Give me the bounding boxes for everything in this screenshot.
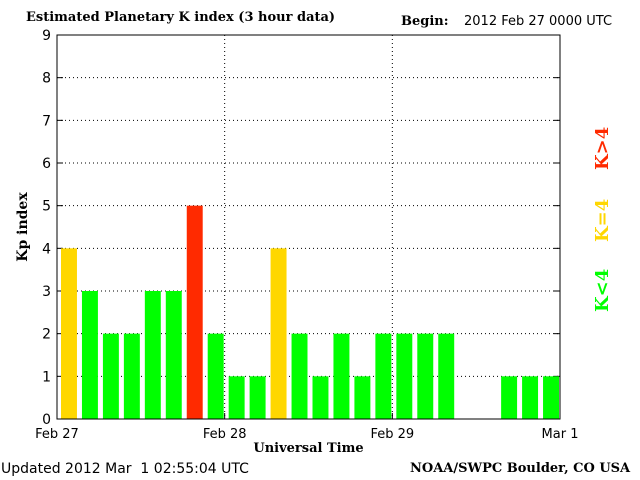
y-tick-label: 6: [42, 156, 51, 172]
updated-text: Updated 2012 Mar 1 02:55:04 UTC: [1, 461, 249, 477]
kp-bar: [228, 376, 245, 419]
y-tick-label: 1: [42, 369, 51, 385]
legend-below: K<4: [592, 268, 613, 312]
plot-frame: [56, 34, 561, 420]
kp-bar: [61, 248, 77, 419]
y-tick-label: 0: [42, 412, 51, 428]
kp-bar: [501, 376, 518, 419]
y-tick-label: 5: [42, 199, 51, 215]
kp-bar: [312, 376, 329, 419]
y-tick-label: 3: [42, 284, 51, 300]
y-tick-label: 7: [42, 113, 51, 129]
y-tick-label: 9: [42, 28, 51, 44]
kp-bar: [333, 333, 350, 419]
kp-bar: [270, 248, 287, 419]
kp-bar: [207, 333, 224, 419]
kp-bar: [249, 376, 266, 419]
begin-value: 2012 Feb 27 0000 UTC: [464, 14, 613, 29]
x-tick-label: Feb 27: [35, 427, 79, 442]
kp-bar: [438, 333, 455, 419]
x-tick-label: Mar 1: [542, 427, 579, 442]
kp-bar: [81, 291, 98, 419]
kp-bar: [165, 291, 182, 419]
kp-bar: [522, 376, 539, 419]
x-tick-label: Feb 29: [370, 427, 414, 442]
kp-bar: [354, 376, 371, 419]
x-axis-title: Universal Time: [253, 441, 363, 456]
y-axis-title: Kp index: [15, 192, 31, 262]
x-tick-label: Feb 28: [203, 427, 247, 442]
y-tick-label: 8: [42, 71, 51, 87]
kp-bar: [102, 333, 119, 419]
kp-bar: [543, 376, 559, 419]
kp-bar: [396, 333, 413, 419]
kp-bar: [291, 333, 308, 419]
kp-bar: [144, 291, 161, 419]
kp-bar: [375, 333, 392, 419]
legend-above: K>4: [592, 126, 613, 170]
begin-label: Begin:: [401, 14, 449, 29]
source-text: NOAA/SWPC Boulder, CO USA: [410, 461, 631, 476]
kp-bar: [186, 205, 203, 419]
kp-bar: [417, 333, 434, 419]
y-tick-label: 4: [42, 241, 51, 257]
y-tick-label: 2: [42, 327, 51, 343]
kp-bar: [123, 333, 140, 419]
chart-title: Estimated Planetary K index (3 hour data…: [26, 10, 336, 25]
legend-equal: K=4: [592, 198, 613, 242]
